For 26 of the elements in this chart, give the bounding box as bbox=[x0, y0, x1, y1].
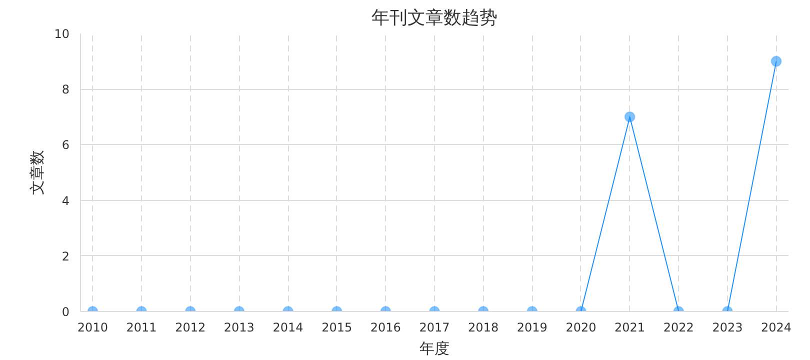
y-tick-label: 6 bbox=[62, 138, 70, 152]
x-tick-label: 2013 bbox=[224, 320, 254, 334]
y-tick-label: 2 bbox=[62, 249, 70, 264]
x-tick-label: 2014 bbox=[272, 320, 304, 334]
point bbox=[770, 56, 782, 67]
y-tick-label: 10 bbox=[54, 27, 70, 41]
x-axis-title: 年度 bbox=[420, 340, 450, 358]
x-tick-label: 2015 bbox=[322, 320, 352, 334]
x-tick-label: 2024 bbox=[761, 320, 792, 334]
x-tick-label: 2020 bbox=[566, 320, 596, 334]
point bbox=[624, 111, 636, 122]
x-tick-label: 2017 bbox=[419, 320, 450, 334]
x-tick-label: 2023 bbox=[712, 320, 743, 334]
chart-title: 年刊文章数趋势 bbox=[372, 8, 498, 28]
x-tick-label: 2012 bbox=[175, 320, 206, 334]
y-axis-title: 文章数 bbox=[28, 150, 46, 195]
x-tick-label: 2021 bbox=[614, 320, 646, 334]
x-tick-label: 2016 bbox=[370, 320, 401, 334]
x-tick-label: 2011 bbox=[126, 320, 157, 334]
x-tick-label: 2010 bbox=[77, 320, 108, 334]
y-tick-label: 4 bbox=[62, 194, 70, 208]
y-tick-label: 0 bbox=[62, 305, 70, 319]
y-tick-label: 8 bbox=[62, 82, 70, 97]
x-tick-label: 2019 bbox=[516, 320, 548, 334]
x-tick-label: 2018 bbox=[468, 320, 499, 334]
x-tick-label: 2022 bbox=[663, 320, 694, 334]
